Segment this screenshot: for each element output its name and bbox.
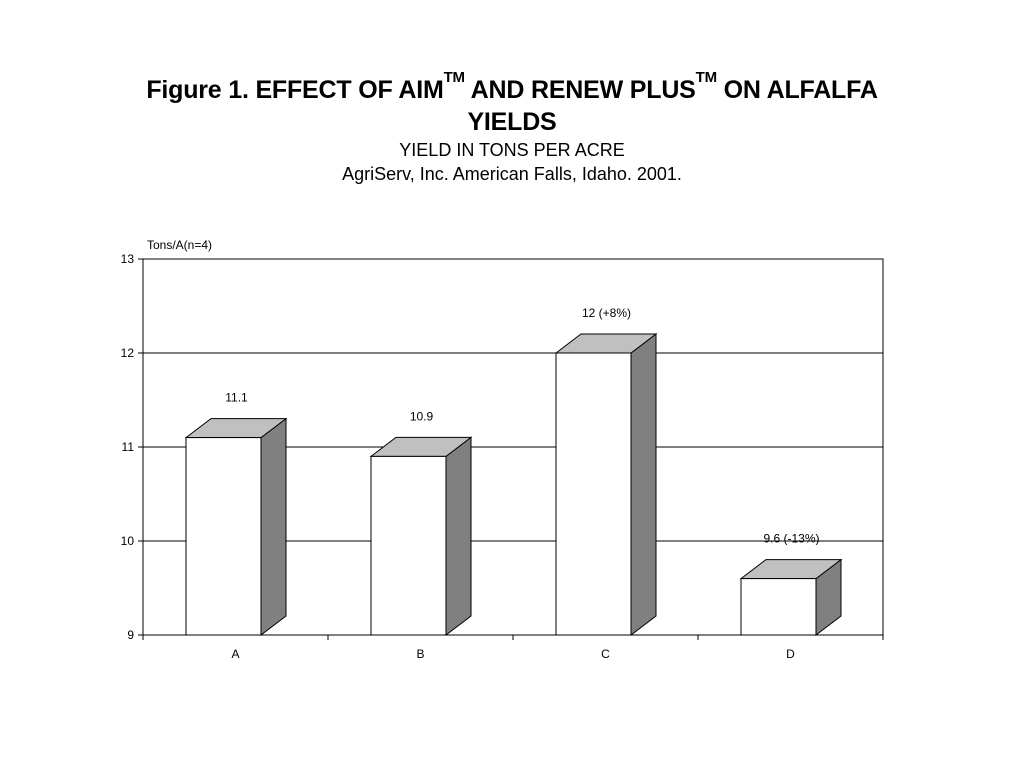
y-tick-label: 13 [121,252,135,266]
trademark-superscript-2: TM [695,69,717,86]
y-tick-label: 10 [121,534,135,548]
data-label: 11.1 [225,391,248,405]
x-tick-label: A [231,647,239,661]
chart-title-block: Figure 1. EFFECT OF AIMTM AND RENEW PLUS… [0,70,1024,186]
bar-C [555,352,632,636]
y-tick-label: 12 [121,346,135,360]
chart-title-line-2: YIELDS [467,108,557,136]
trademark-superscript-1: TM [443,69,465,86]
bar-side-face [260,417,287,637]
data-label: 9.6 (-13%) [763,532,819,546]
y-tick-label: 11 [122,440,135,454]
x-tick-label: C [601,647,610,661]
data-label: 10.9 [410,409,434,423]
y-tick-label: 9 [127,628,134,642]
chart-subtitle-line-1: YIELD IN TONS PER ACRE [399,140,625,160]
chart-title-line-1: Figure 1. EFFECT OF AIMTM AND RENEW PLUS… [0,70,1024,106]
x-tick-label: B [416,647,424,661]
bar-side-face [445,436,472,637]
bar-B [370,455,447,636]
chart-subtitle-line-2: AgriServ, Inc. American Falls, Idaho. 20… [342,164,682,184]
bar-side-face [630,332,657,637]
y-axis-label: Tons/A(n=4) [147,238,212,252]
title-text-part-2: AND RENEW PLUS [464,76,696,104]
x-tick-label: D [786,647,795,661]
data-label: 12 (+8%) [582,306,631,320]
bar-A [185,437,262,636]
bar-D [740,578,817,636]
title-text-part-3: ON ALFALFA [716,76,878,104]
title-text-part-1: Figure 1. EFFECT OF AIM [146,76,444,104]
